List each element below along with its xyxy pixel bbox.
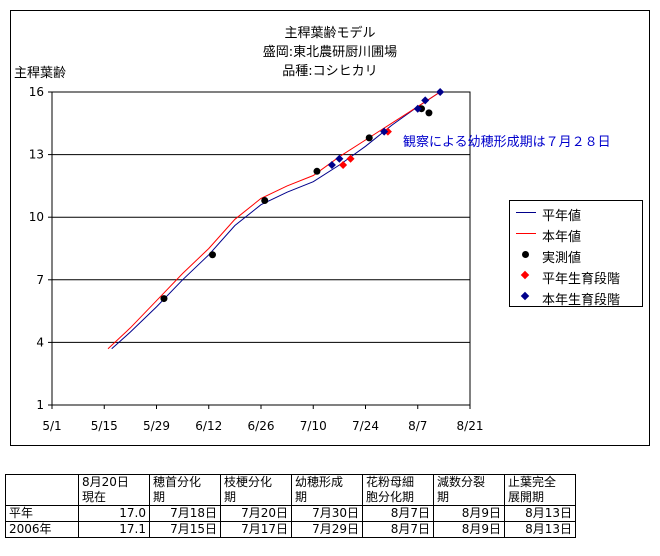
table-cell: 7月18日 (149, 505, 221, 522)
legend-diamond-normal-stage (520, 270, 530, 280)
chart-plot: 1 4 7 10 13 16 5/1 5/15 5/29 6/12 6/26 7/10 7/24 8/7 8… (29, 85, 484, 433)
this-stage-point (327, 161, 336, 170)
x-tick-label: 8/7 (408, 419, 427, 433)
observed-point (261, 197, 269, 205)
observed-point (425, 109, 433, 117)
legend-label-this-stage: 本年生育段階 (542, 293, 621, 308)
table-header-cell: 穂首分化期 (149, 474, 221, 506)
table-header-row: 8月20日 現在 穂首分化期 枝梗分化期 幼穂形成期 花粉母細 胞分化期 減数分裂期… (5, 474, 576, 506)
y-tick-label: 10 (29, 210, 44, 224)
table-row-label: 平年 (5, 505, 79, 522)
x-tick-label: 6/26 (248, 419, 275, 433)
table-row: 2006年 17.1 7月15日 7月17日 7月29日 8月7日 8月9日 8… (5, 521, 576, 538)
table-cell: 8月9日 (433, 505, 505, 522)
table-cell: 7月20日 (220, 505, 292, 522)
table-cell: 7月29日 (291, 521, 363, 538)
x-tick-label: 6/12 (195, 419, 222, 433)
legend-dot-observed (522, 251, 529, 258)
table-cell: 8月7日 (362, 521, 434, 538)
gridlines (52, 154, 470, 343)
legend-label-this-year: 本年値 (542, 230, 582, 245)
table-header-cell: 減数分裂期 (433, 474, 505, 506)
chart-title-line-3: 品種:コシヒカリ (282, 64, 378, 79)
table-header-cell: 止葉完全 展開期 (504, 474, 576, 506)
table-cell: 7月30日 (291, 505, 363, 522)
y-tick-label: 13 (29, 148, 44, 162)
table-cell: 8月13日 (504, 521, 576, 538)
table-cell: 7月17日 (220, 521, 292, 538)
normal-stage-point (346, 154, 355, 163)
legend-label-normal-stage: 平年生育段階 (542, 272, 621, 287)
legend-label-observed: 実測値 (542, 251, 582, 266)
this-stage-point (421, 96, 430, 105)
table-header-cell: 幼穂形成期 (291, 474, 363, 506)
legend-diamond-this-stage (520, 291, 530, 301)
series-line-this-year (107, 91, 441, 350)
legend-label-normal-year: 平年値 (542, 209, 582, 224)
table-header-cell: 8月20日 現在 (78, 474, 150, 506)
legend-line-normal-year (516, 212, 536, 213)
table-header-cell (5, 474, 79, 506)
this-stage-point (413, 104, 422, 113)
observed-point (208, 251, 216, 259)
table-cell: 17.0 (78, 505, 150, 522)
x-tick-label: 8/21 (457, 419, 484, 433)
x-tick-label: 5/1 (42, 419, 61, 433)
y-axis-label: 主稈葉齢 (14, 66, 67, 81)
table-cell: 17.1 (78, 521, 150, 538)
legend-line-this-year (516, 233, 536, 234)
table-row: 平年 17.0 7月18日 7月20日 7月30日 8月7日 8月9日 8月13… (5, 505, 576, 522)
y-tick-label: 7 (36, 273, 44, 287)
table-cell: 7月15日 (149, 521, 221, 538)
y-tick-label: 4 (36, 335, 44, 349)
observed-point (313, 167, 321, 175)
table-cell: 8月9日 (433, 521, 505, 538)
this-stage-point (335, 154, 344, 163)
table-cell: 8月7日 (362, 505, 434, 522)
observed-point (365, 134, 373, 142)
y-tick-label: 1 (36, 398, 44, 412)
y-tick-label: 16 (29, 85, 44, 99)
growth-stage-table: 8月20日 現在 穂首分化期 枝梗分化期 幼穂形成期 花粉母細 胞分化期 減数分裂期… (5, 474, 576, 538)
panicle-initiation-annotation: 観察による幼穂形成期は７月２８日 (403, 135, 611, 150)
x-tick-label: 5/15 (91, 419, 118, 433)
axis-ticks: 1 4 7 10 13 16 5/1 5/15 5/29 6/12 6/26 7/10 7/24 8/7 8… (29, 85, 484, 433)
x-tick-label: 5/29 (143, 419, 170, 433)
observed-point (160, 295, 168, 303)
marker-layer (160, 88, 445, 303)
table-header-cell: 花粉母細 胞分化期 (362, 474, 434, 506)
chart-title-line-2: 盛岡:東北農研厨川圃場 (262, 45, 398, 60)
this-stage-point (436, 88, 445, 96)
legend: 平年値 本年値 実測値 平年生育段階 本年生育段階 (509, 200, 643, 308)
series-line-normal-year (111, 91, 441, 350)
table-header-cell: 枝梗分化期 (220, 474, 292, 506)
x-tick-label: 7/10 (300, 419, 327, 433)
table-cell: 8月13日 (504, 505, 576, 522)
this-stage-point (380, 127, 389, 136)
table-row-label: 2006年 (5, 521, 79, 538)
normal-stage-point (339, 161, 348, 170)
x-tick-label: 7/24 (352, 419, 379, 433)
chart-frame (10, 10, 650, 446)
chart-title-line-1: 主稈葉齢モデル (284, 26, 376, 41)
